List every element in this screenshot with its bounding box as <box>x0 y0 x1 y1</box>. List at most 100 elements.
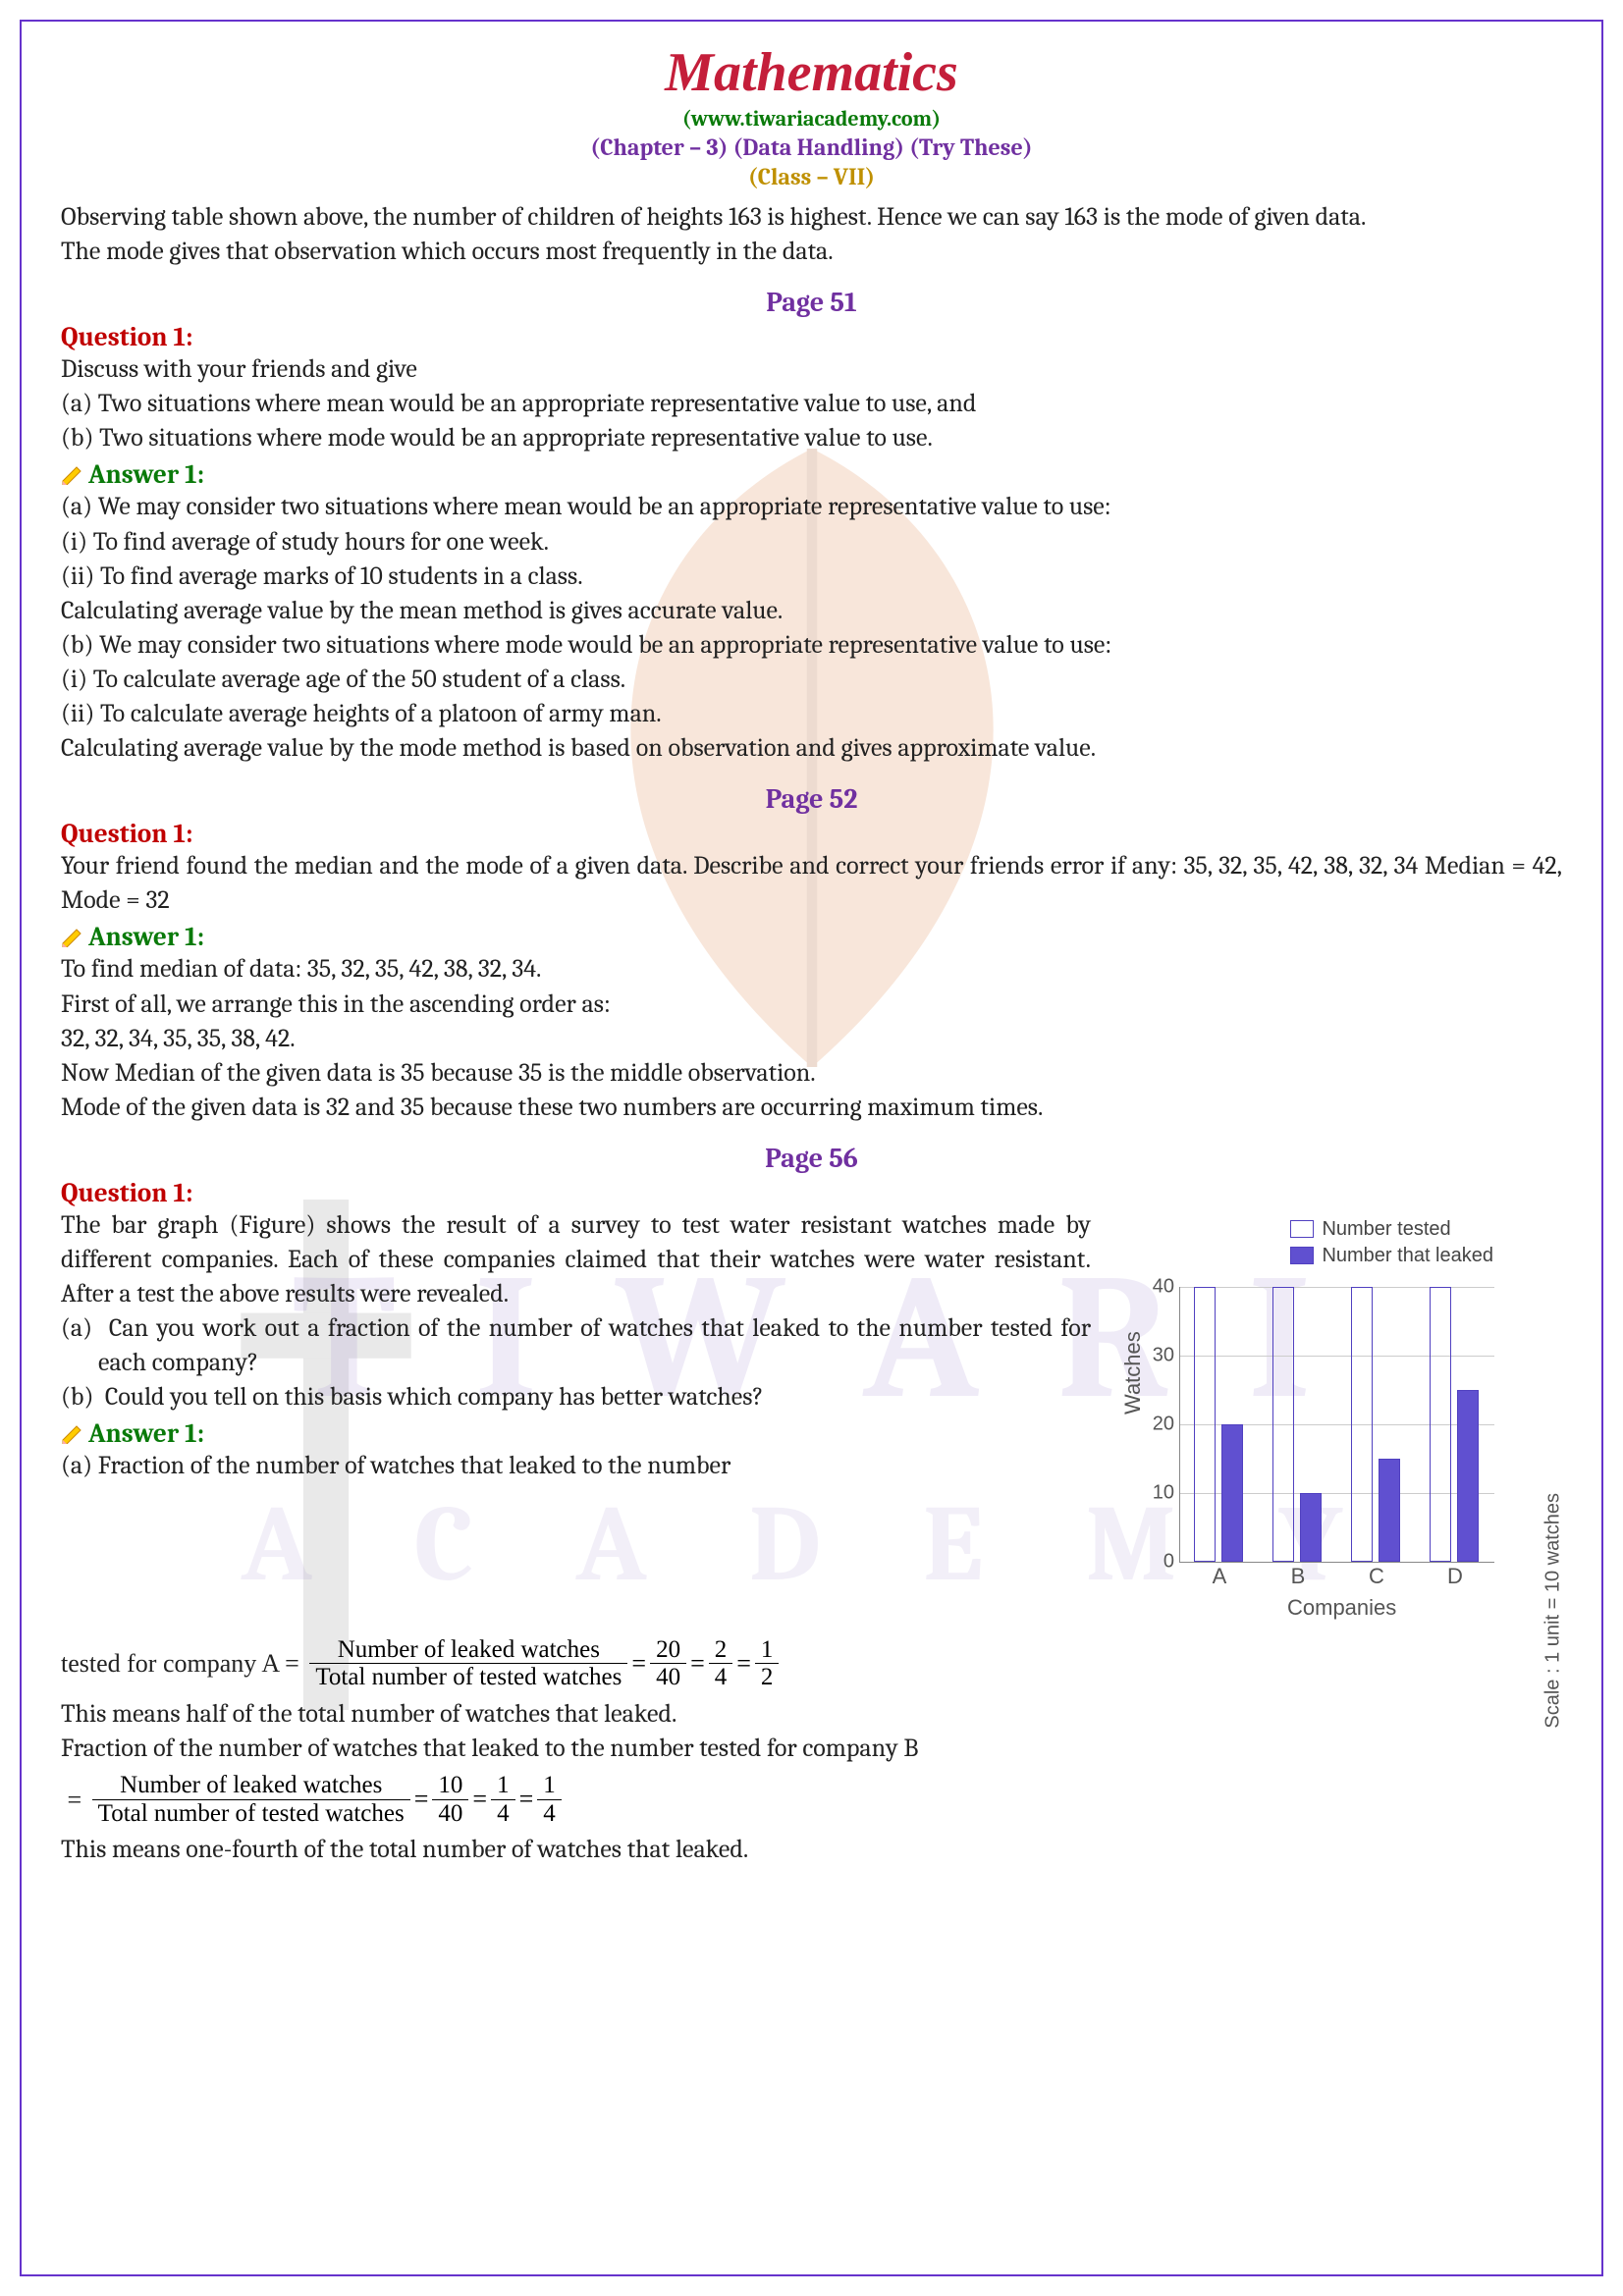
p51-a1-l8: Calculating average value by the mode me… <box>61 731 1562 766</box>
n: 1 <box>491 1772 515 1800</box>
p51-a1-l3: (ii) To find average marks of 10 student… <box>61 560 1562 594</box>
p52-a1-l1: To find median of data: 35, 32, 35, 42, … <box>61 952 1562 987</box>
d: 4 <box>709 1664 733 1691</box>
p51-answer-1-label: Answer 1: <box>88 459 204 490</box>
p52-question-1: Question 1: <box>61 819 1562 849</box>
p56-answer-1-label: Answer 1: <box>88 1418 204 1449</box>
p52-a1-l5: Mode of the given data is 32 and 35 beca… <box>61 1091 1562 1125</box>
chart-scale-label: Scale : 1 unit = 10 watches <box>1542 1493 1565 1729</box>
p51-a1-l5: (b) We may consider two situations where… <box>61 628 1562 663</box>
ytick-label: 10 <box>1153 1481 1174 1504</box>
eq: = <box>631 1649 646 1679</box>
class-label: (Class – VII) <box>61 163 1562 190</box>
xtick-label: C <box>1369 1564 1384 1589</box>
p56-a1-intro-part: (a) Fraction of the number of watches th… <box>61 1449 1091 1483</box>
p56-q1-b: (b) Could you tell on this basis which c… <box>61 1380 1091 1415</box>
n: 1 <box>537 1772 562 1800</box>
pencil-icon <box>61 928 84 947</box>
ytick-label: 0 <box>1163 1550 1174 1573</box>
fraction-b-line: = Number of leaked watches Total number … <box>61 1772 1562 1827</box>
chart-ylabel: Watches <box>1120 1331 1146 1415</box>
bar-chart: Number tested Number that leaked Watches… <box>1110 1218 1542 1630</box>
document-page: T I W A R I A C A D E M Y Mathematics (w… <box>20 20 1603 2276</box>
page-56-label: Page 56 <box>61 1143 1562 1174</box>
bar-tested <box>1194 1287 1216 1562</box>
fraction-a-line: tested for company A = Number of leaked … <box>61 1636 1562 1691</box>
p56-row: The bar graph (Figure) shows the result … <box>61 1208 1562 1630</box>
p51-q1-l3: (b) Two situations where mode would be a… <box>61 421 1562 455</box>
p51-q1-l2: (a) Two situations where mean would be a… <box>61 387 1562 421</box>
p51-question-1: Question 1: <box>61 322 1562 352</box>
legend-box-filled <box>1290 1247 1314 1264</box>
bar-leaked <box>1300 1493 1322 1562</box>
bar-tested <box>1351 1287 1373 1562</box>
d: 2 <box>755 1664 780 1691</box>
p52-answer-1: Answer 1: <box>61 922 1562 952</box>
p56-q1-a: (a) Can you work out a fraction of the n… <box>61 1311 1091 1380</box>
content: Mathematics (www.tiwariacademy.com) (Cha… <box>61 41 1562 1867</box>
chart-plot-area: 010203040ABCD <box>1179 1287 1494 1563</box>
bar-leaked <box>1457 1390 1479 1562</box>
chart-legend: Number tested Number that leaked <box>1290 1218 1493 1271</box>
d: 4 <box>537 1800 562 1828</box>
p51-answer-1: Answer 1: <box>61 459 1562 490</box>
frac-b-1: 10 40 <box>432 1772 468 1827</box>
p52-a1-l2: First of all, we arrange this in the asc… <box>61 988 1562 1022</box>
p56-answer-1: Answer 1: <box>61 1418 1091 1449</box>
xtick-label: A <box>1213 1564 1227 1589</box>
frac-b-2: 1 4 <box>491 1772 515 1827</box>
eq: = <box>690 1649 705 1679</box>
n: 2 <box>709 1636 733 1665</box>
legend-tested-label: Number tested <box>1322 1218 1450 1241</box>
frac-den-label: Total number of tested watches <box>309 1664 627 1691</box>
d: 4 <box>491 1800 515 1828</box>
page-51-label: Page 51 <box>61 287 1562 318</box>
p51-a1-l1: (a) We may consider two situations where… <box>61 490 1562 524</box>
frac-num-label: Number of leaked watches <box>309 1636 627 1665</box>
xtick-label: B <box>1291 1564 1306 1589</box>
pencil-icon <box>61 465 84 485</box>
p56-a1-b-intro: Fraction of the number of watches that l… <box>61 1732 1562 1766</box>
frac-a-1: 20 40 <box>650 1636 686 1691</box>
site-url: (www.tiwariacademy.com) <box>61 106 1562 132</box>
legend-box-outline <box>1290 1220 1314 1238</box>
chapter-label: (Chapter – 3) (Data Handling) (Try These… <box>61 133 1562 161</box>
pencil-icon <box>61 1424 84 1444</box>
frac-num-label-b: Number of leaked watches <box>92 1772 410 1800</box>
bar-leaked <box>1379 1459 1400 1562</box>
main-title: Mathematics <box>61 41 1562 104</box>
chart-xlabel: Companies <box>1287 1595 1396 1621</box>
frac-den-label-b: Total number of tested watches <box>92 1800 410 1828</box>
eq: = <box>519 1785 534 1814</box>
p52-q1-l1: Your friend found the median and the mod… <box>61 849 1562 918</box>
d: 40 <box>650 1664 686 1691</box>
p51-a1-l2: (i) To find average of study hours for o… <box>61 525 1562 560</box>
n: 20 <box>650 1636 686 1665</box>
xtick-label: D <box>1447 1564 1463 1589</box>
eq: = <box>736 1649 751 1679</box>
eq: = <box>472 1785 487 1814</box>
p52-answer-1-label: Answer 1: <box>88 922 204 952</box>
p51-a1-l7: (ii) To calculate average heights of a p… <box>61 697 1562 731</box>
legend-leaked: Number that leaked <box>1290 1245 1493 1267</box>
ytick-label: 30 <box>1153 1344 1174 1366</box>
n: 1 <box>755 1636 780 1665</box>
p51-q1-l1: Discuss with your friends and give <box>61 352 1562 387</box>
p56-q1-b-text: Could you tell on this basis which compa… <box>105 1382 764 1412</box>
bar-tested <box>1430 1287 1451 1562</box>
n: 10 <box>432 1772 468 1800</box>
frac-a-3: 1 2 <box>755 1636 780 1691</box>
p51-a1-l6: (i) To calculate average age of the 50 s… <box>61 663 1562 697</box>
p56-a1-half: This means half of the total number of w… <box>61 1697 1562 1732</box>
frac-a-prefix: tested for company A = <box>61 1646 305 1681</box>
frac-a-2: 2 4 <box>709 1636 733 1691</box>
p56-q1-a-text: Can you work out a fraction of the numbe… <box>98 1313 1091 1377</box>
p51-a1-l4: Calculating average value by the mean me… <box>61 594 1562 628</box>
bar-leaked <box>1221 1424 1243 1562</box>
p56-q1-text: The bar graph (Figure) shows the result … <box>61 1208 1091 1311</box>
page-52-label: Page 52 <box>61 783 1562 815</box>
intro-p2: The mode gives that observation which oc… <box>61 235 1562 269</box>
p52-a1-l4: Now Median of the given data is 35 becau… <box>61 1056 1562 1091</box>
eq: = <box>414 1785 429 1814</box>
fraction-label-b: Number of leaked watches Total number of… <box>92 1772 410 1827</box>
